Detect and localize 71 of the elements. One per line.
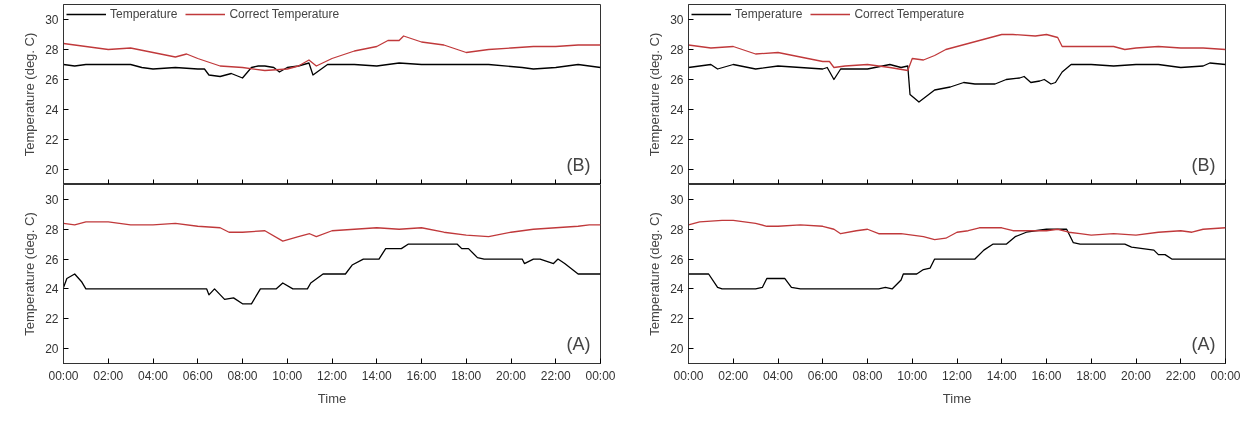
y-tick-label: 20 [670,163,684,177]
line-series [63,221,601,242]
x-tick-label: 18:00 [1076,368,1107,383]
x-tick-label: 10:00 [272,368,303,383]
y-tick-label: 24 [670,282,684,297]
line-series [688,219,1226,241]
x-tick-label: 20:00 [495,368,527,383]
x-axis-title: Time [942,390,972,406]
x-tick-label: 04:00 [137,368,169,383]
annotation: (A) [566,333,591,354]
x-tick-label: 06:00 [182,368,214,383]
x-tick-label: 22:00 [540,368,572,383]
x-tick-label: 10:00 [897,368,928,383]
y-tick-label: 22 [670,133,684,147]
y-tick-label: 30 [45,192,59,207]
legend-label: Temperature [110,7,178,21]
x-tick-label: 00:00 [585,368,616,383]
y-tick-label: 26 [45,73,59,87]
y-tick-label: 30 [670,192,684,207]
y-tick-label: 22 [45,133,59,147]
x-tick-label: 22:00 [1165,368,1197,383]
y-axis-title: Temperature (deg. C) [22,212,38,336]
x-axis-title: Time [317,390,347,406]
y-tick-label: 20 [45,342,59,357]
x-tick-label: 14:00 [986,368,1018,383]
x-tick-label: 08:00 [852,368,883,383]
annotation: (B) [566,154,591,175]
x-tick-label: 04:00 [762,368,794,383]
y-tick-label: 30 [45,13,59,27]
x-tick-label: 00:00 [48,368,79,383]
y-tick-label: 30 [670,13,684,27]
legend-label: Temperature [735,7,803,21]
x-tick-label: 16:00 [1031,368,1062,383]
y-tick-label: 24 [45,282,59,297]
x-tick-label: 16:00 [406,368,437,383]
y-tick-label: 26 [670,73,684,87]
y-axis-title: Temperature (deg. C) [647,212,663,336]
y-tick-label: 20 [45,163,59,177]
y-tick-label: 28 [45,43,59,57]
y-axis-title: Temperature (deg. C) [647,32,663,157]
line-series [688,33,1226,72]
line-series [688,228,1226,290]
x-tick-label: 06:00 [807,368,839,383]
x-tick-label: 08:00 [227,368,258,383]
y-tick-label: 24 [670,103,684,117]
y-tick-label: 22 [45,312,59,327]
x-tick-label: 00:00 [673,368,704,383]
x-tick-label: 02:00 [718,368,749,383]
annotation: (A) [1191,333,1216,354]
legend-label: Correct Temperature [854,7,965,21]
x-tick-label: 18:00 [451,368,482,383]
x-tick-label: 12:00 [941,368,973,383]
x-tick-label: 12:00 [316,368,348,383]
y-tick-label: 22 [670,312,684,327]
x-tick-label: 02:00 [93,368,124,383]
legend-label: Correct Temperature [229,7,340,21]
y-tick-label: 20 [670,342,684,357]
line-series [63,35,601,72]
annotation: (B) [1191,154,1216,175]
y-tick-label: 28 [45,222,59,237]
line-series [63,62,601,79]
y-tick-label: 24 [45,103,59,117]
line-series [688,62,1226,103]
y-tick-label: 28 [670,222,684,237]
y-axis-title: Temperature (deg. C) [22,32,38,157]
y-tick-label: 26 [670,252,684,267]
y-tick-label: 26 [45,252,59,267]
y-tick-label: 28 [670,43,684,57]
x-tick-label: 20:00 [1120,368,1152,383]
x-tick-label: 00:00 [1210,368,1241,383]
x-tick-label: 14:00 [361,368,393,383]
